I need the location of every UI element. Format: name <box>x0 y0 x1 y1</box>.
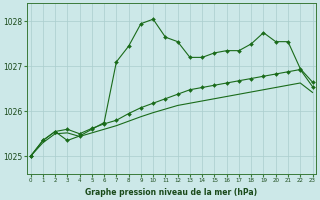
X-axis label: Graphe pression niveau de la mer (hPa): Graphe pression niveau de la mer (hPa) <box>85 188 258 197</box>
